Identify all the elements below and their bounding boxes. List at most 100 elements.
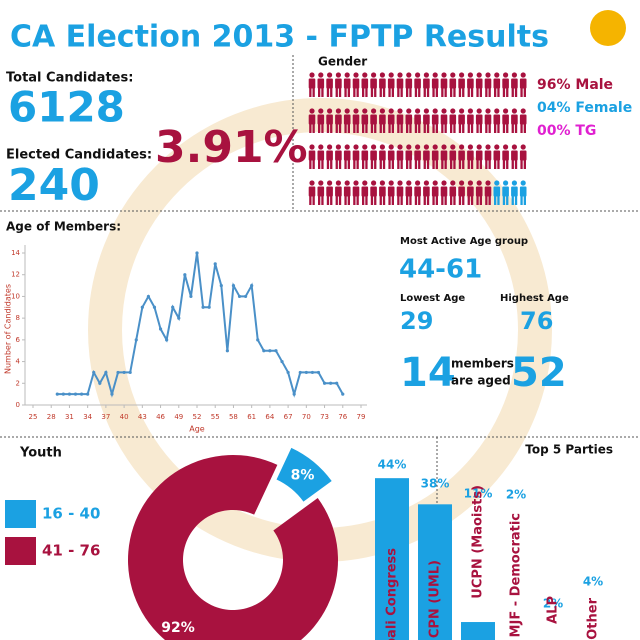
x-tick-label: 70 (302, 413, 311, 421)
icon-head (450, 108, 456, 114)
person-icon (387, 180, 395, 205)
icon-leg (418, 160, 421, 169)
icon-head (494, 144, 500, 150)
icon-leg (353, 196, 356, 205)
icon-head (441, 180, 447, 186)
icon-body (493, 186, 501, 197)
icon-leg (470, 160, 474, 169)
icon-head (441, 72, 447, 78)
age-point (262, 349, 266, 353)
bar-label: 2% (543, 597, 563, 611)
icon-head (511, 72, 517, 78)
icon-head (406, 144, 412, 150)
icon-leg (462, 196, 465, 205)
icon-body (484, 150, 492, 161)
icon-leg (520, 160, 523, 169)
age-point (292, 392, 296, 396)
person-icon (396, 72, 404, 97)
person-icon (502, 108, 509, 133)
icon-head (406, 72, 412, 78)
icon-head (388, 144, 394, 150)
person-icon (414, 72, 421, 97)
bar-label: 2% (506, 488, 526, 502)
person-icon (493, 144, 501, 169)
person-icon (308, 144, 316, 169)
icon-head (450, 180, 456, 186)
person-icon (379, 72, 386, 97)
person-icon (361, 180, 369, 205)
icon-head (503, 108, 509, 114)
icon-head (344, 72, 350, 78)
icon-leg (321, 160, 324, 169)
icon-head (459, 72, 465, 78)
icon-head (415, 108, 421, 114)
person-icon (458, 180, 465, 205)
icon-body (370, 78, 377, 89)
icon-leg (321, 88, 324, 97)
icon-leg (391, 124, 394, 133)
icon-body (475, 114, 483, 125)
x-tick-label: 25 (29, 413, 38, 421)
icon-leg (488, 124, 491, 133)
icon-leg (338, 88, 342, 97)
icon-head (503, 72, 509, 78)
person-icon (343, 72, 351, 97)
icon-leg (362, 196, 365, 205)
person-icon (519, 72, 527, 97)
icon-head (415, 180, 421, 186)
icon-leg (344, 124, 347, 133)
x-tick-label: 67 (284, 413, 293, 421)
icon-leg (497, 196, 500, 205)
icon-leg (511, 196, 514, 205)
y-tick-label: 2 (16, 379, 20, 387)
age-point (329, 381, 333, 385)
icon-leg (309, 124, 312, 133)
age-point (158, 327, 163, 331)
person-icon (511, 144, 518, 169)
icon-leg (414, 160, 418, 169)
icon-leg (458, 88, 462, 97)
person-icon (493, 180, 501, 205)
x-tick-label: 52 (193, 413, 202, 421)
icon-leg (470, 124, 474, 133)
icon-leg (511, 160, 514, 169)
person-icon (511, 180, 518, 205)
age-point (79, 392, 84, 396)
age-point (86, 392, 90, 396)
person-icon (440, 108, 448, 133)
icon-head (371, 72, 377, 78)
icon-body (431, 78, 439, 89)
icon-body (361, 186, 369, 197)
icon-leg (321, 196, 324, 205)
icon-body (484, 114, 492, 125)
icon-body (370, 186, 377, 197)
icon-leg (335, 196, 338, 205)
person-icon (370, 72, 377, 97)
icon-leg (426, 160, 430, 169)
icon-body (449, 186, 457, 197)
icon-leg (414, 88, 418, 97)
icon-leg (326, 88, 330, 97)
icon-leg (432, 124, 435, 133)
legend-label: 04% Female (537, 100, 632, 116)
icon-leg (388, 124, 391, 133)
icon-head (335, 144, 341, 150)
y-tick-label: 12 (11, 271, 20, 279)
title: CA Election 2013 - FPTP Results (10, 20, 549, 55)
icon-head (432, 144, 438, 150)
icon-leg (391, 196, 394, 205)
icon-head (459, 180, 465, 186)
icon-leg (476, 88, 479, 97)
icon-body (335, 78, 342, 89)
bar-category: CPN (UML) (428, 560, 443, 638)
x-tick-label: 28 (47, 413, 56, 421)
person-icon (370, 180, 377, 205)
age-point (298, 370, 302, 375)
icon-body (502, 186, 509, 197)
icon-body (379, 78, 386, 89)
person-icon (493, 72, 501, 97)
person-icon (431, 108, 439, 133)
icon-head (318, 108, 324, 114)
person-icon (423, 108, 430, 133)
